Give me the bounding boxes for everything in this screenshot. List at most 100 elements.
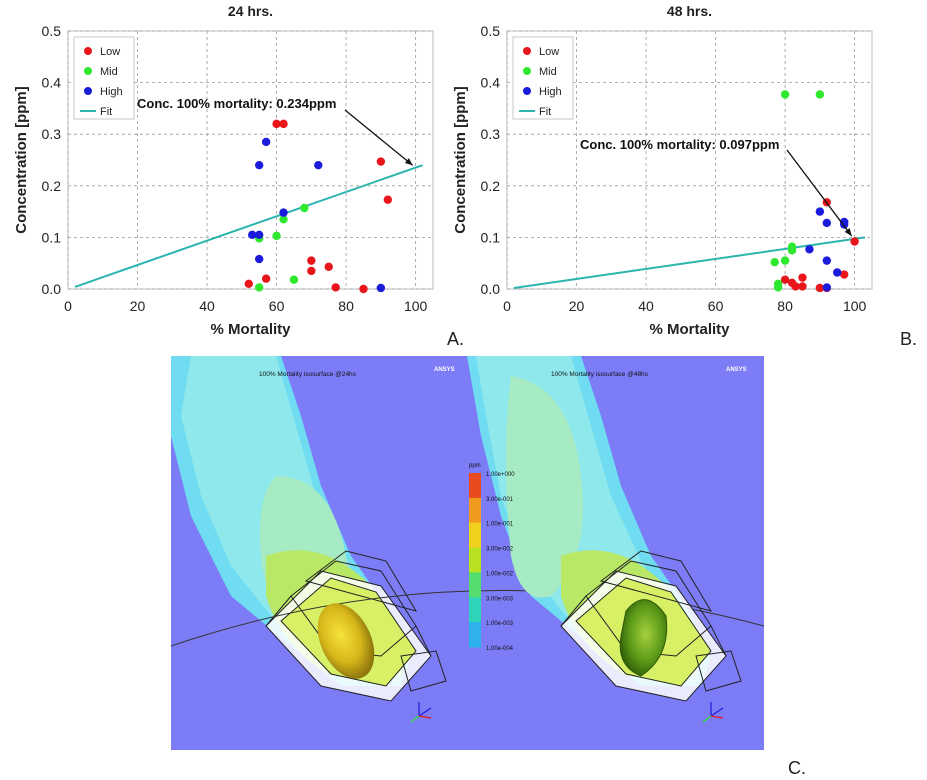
panel-label-b: B. — [900, 329, 918, 349]
x-tick-label: 40 — [638, 298, 654, 314]
panel-label-a: A. — [447, 329, 465, 349]
axis-triad-right — [702, 702, 724, 723]
x-axis-label: % Mortality — [649, 321, 730, 338]
y-axis-label: Concentration [ppm] — [13, 86, 30, 234]
legend-unit: ppm — [469, 463, 481, 469]
ansys-logo-left: ANSYS — [434, 367, 455, 373]
x-tick-label: 40 — [199, 298, 215, 314]
data-point-high — [815, 207, 825, 216]
y-tick-label: 0.3 — [42, 126, 62, 142]
x-axis-label: % Mortality — [210, 321, 291, 338]
legend-label-low: Low — [100, 46, 120, 58]
x-tick-label: 100 — [404, 298, 428, 314]
legend-value-label: 1.00e-002 — [486, 571, 514, 577]
chart-24hrs: 0 20 40 60 80 100 0.0 0.1 0.2 0.3 0.4 0.5 24 hrs. % M… — [0, 0, 460, 350]
simulation-panel: ppm 1.00e+000 3.00e-001 1.00e-001 3.00e-002 1… — [170, 356, 765, 750]
legend-value-label: 1.00e-001 — [486, 522, 514, 528]
fit-line — [513, 236, 866, 289]
data-point-mid — [780, 90, 790, 99]
data-point-high — [822, 218, 832, 228]
annotation-arrowhead — [404, 158, 413, 166]
legend-label-mid: Mid — [100, 66, 118, 78]
data-point-low — [791, 282, 800, 291]
data-point-high — [376, 283, 386, 293]
chart-title: 48 hrs. — [667, 3, 712, 19]
legend-label-low: Low — [539, 46, 559, 58]
x-tick-label: 0 — [503, 298, 511, 314]
data-point-low — [307, 256, 316, 265]
legend-value-label: 3.00e-002 — [486, 547, 514, 553]
x-tick-label: 0 — [64, 298, 72, 314]
isosurface-24hrs — [317, 603, 375, 679]
legend-value-label: 1.00e+000 — [486, 472, 515, 478]
legend-color-band — [469, 497, 481, 524]
legend-value-label: 1.00e-003 — [486, 621, 514, 627]
data-point-low — [376, 157, 386, 166]
y-tick-label: 0.2 — [42, 178, 62, 194]
legend-box — [73, 36, 135, 120]
data-point-mid — [770, 257, 779, 267]
y-tick-label: 0.4 — [481, 75, 501, 91]
data-point-high — [279, 208, 288, 217]
legend-color-band — [469, 622, 481, 648]
data-point-high — [833, 268, 842, 277]
data-point-low — [359, 284, 368, 294]
legend-marker-low — [523, 47, 531, 55]
data-point-high — [254, 160, 264, 170]
sim-title-48hrs: 100% Mortality isosurface @48hs — [551, 371, 649, 378]
legend-label-high: High — [100, 86, 123, 98]
data-point-mid — [787, 242, 797, 251]
data-point-high — [254, 230, 264, 240]
data-point-low — [279, 119, 288, 129]
isosurface-48hrs — [619, 599, 668, 677]
annotation-text: Conc. 100% mortality: 0.234ppm — [137, 96, 336, 111]
x-tick-label: 20 — [130, 298, 146, 314]
data-point-mid — [300, 203, 309, 213]
data-point-mid — [254, 283, 264, 292]
data-point-low — [383, 195, 393, 204]
legend-label-mid: Mid — [539, 66, 557, 78]
simulation-image: ppm 1.00e+000 3.00e-001 1.00e-001 3.00e-002 1… — [170, 356, 765, 750]
data-point-low — [324, 262, 333, 272]
legend-marker-mid — [523, 67, 531, 75]
data-point-mid — [289, 275, 299, 284]
data-point-low — [261, 274, 271, 283]
y-tick-label: 0.3 — [481, 126, 501, 142]
data-point-low — [798, 282, 807, 291]
x-tick-label: 80 — [777, 298, 793, 314]
y-tick-label: 0.0 — [42, 281, 62, 297]
data-point-mid — [272, 231, 281, 241]
legend-color-band — [469, 522, 481, 549]
annotation-arrow — [786, 149, 853, 237]
x-tick-label: 80 — [338, 298, 354, 314]
chart-48hrs-svg: 0 20 40 60 80 100 0.0 0.1 0.2 0.3 0.4 0.5 48 hrs. % M… — [452, 3, 873, 338]
data-point-low — [272, 119, 281, 129]
data-point-low — [780, 275, 790, 284]
data-point-high — [805, 245, 814, 254]
data-point-low — [815, 283, 825, 293]
x-tick-label: 60 — [708, 298, 724, 314]
panel-label-c: C. — [788, 758, 806, 778]
data-point-high — [248, 230, 257, 240]
data-point-low — [307, 266, 316, 276]
ansys-logo-right: ANSYS — [726, 367, 747, 373]
data-point-low — [839, 270, 849, 279]
legend-color-band — [469, 473, 481, 499]
legend-value-label: 1.00e-004 — [486, 646, 514, 652]
y-tick-label: 0.5 — [481, 23, 501, 39]
legend-label-fit: Fit — [100, 106, 112, 118]
legend-color-band — [469, 547, 481, 573]
x-tick-label: 20 — [569, 298, 585, 314]
legend-label-fit: Fit — [539, 106, 551, 118]
data-point-low — [850, 237, 859, 246]
chart-48hrs: 0 20 40 60 80 100 0.0 0.1 0.2 0.3 0.4 0.5 48 hrs. % M… — [445, 0, 927, 350]
legend-color-band — [469, 572, 481, 598]
legend-label-high: High — [539, 86, 562, 98]
data-point-low — [331, 283, 340, 292]
data-point-mid — [773, 283, 783, 292]
legend-value-label: 3.00e-001 — [486, 497, 514, 503]
y-tick-label: 0.4 — [42, 75, 62, 91]
y-tick-label: 0.0 — [481, 281, 501, 297]
chart-24hrs-svg: 0 20 40 60 80 100 0.0 0.1 0.2 0.3 0.4 0.5 24 hrs. % M… — [13, 3, 434, 338]
data-point-low — [244, 279, 253, 289]
